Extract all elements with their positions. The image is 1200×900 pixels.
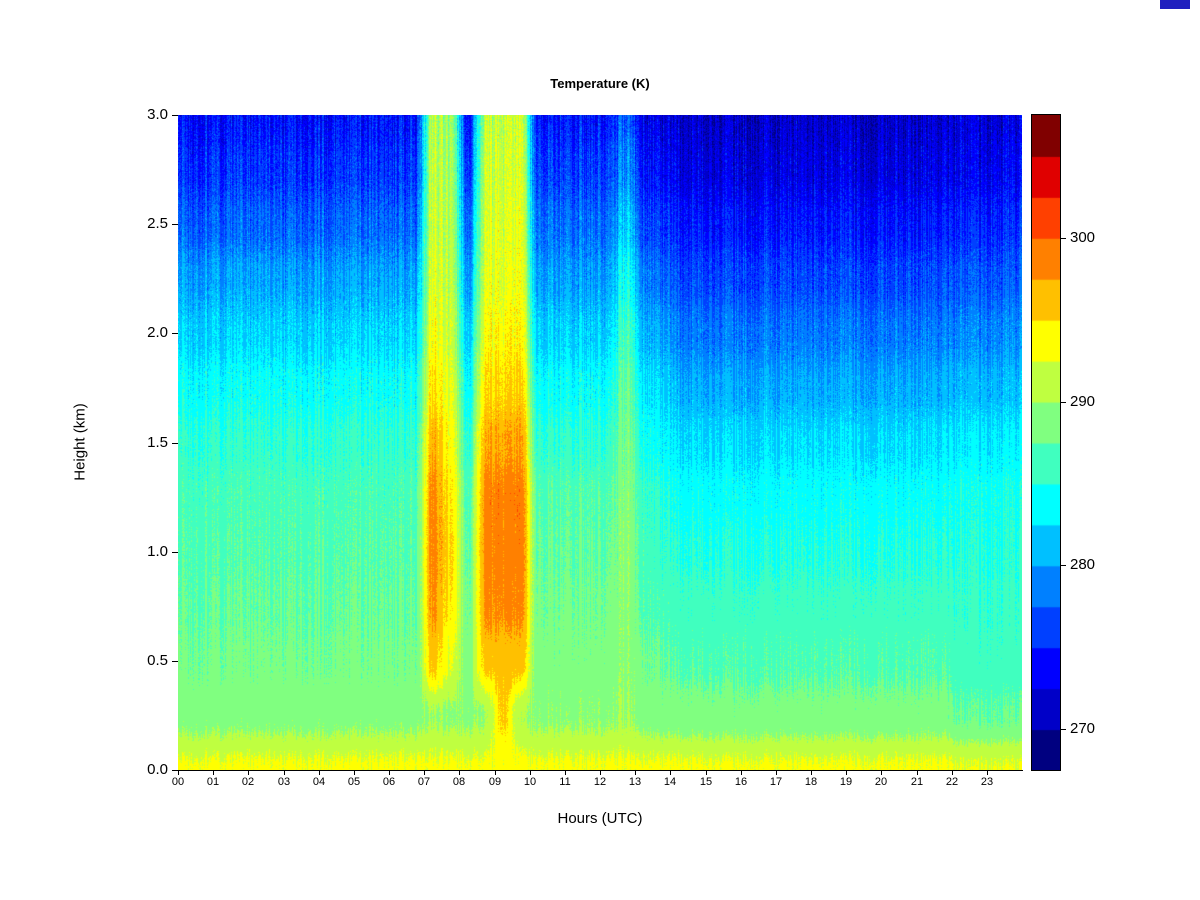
x-tick-mark [670,770,671,775]
x-tick-label: 17 [769,776,783,788]
x-tick-label: 14 [663,776,677,788]
y-tick-mark [172,443,178,444]
x-tick-label: 09 [488,776,502,788]
y-tick-mark [172,770,178,771]
x-tick-mark [213,770,214,775]
x-tick-mark [600,770,601,775]
y-tick-label: 3.0 [147,106,168,123]
x-tick-label: 16 [734,776,748,788]
x-tick-mark [811,770,812,775]
x-tick-label: 15 [699,776,713,788]
x-tick-mark [952,770,953,775]
colorbar-tick-mark [1061,729,1066,730]
x-tick-mark [424,770,425,775]
x-tick-label: 07 [417,776,431,788]
x-tick-mark [284,770,285,775]
x-tick-label: 18 [804,776,818,788]
y-axis-label: Height (km) [71,403,89,481]
x-tick-label: 06 [382,776,396,788]
heatmap-canvas [178,115,1022,770]
x-tick-label: 11 [559,776,571,788]
colorbar-tick-label: 280 [1070,556,1096,573]
y-tick-mark [172,115,178,116]
y-tick-mark [172,333,178,334]
x-tick-label: 23 [980,776,994,788]
x-tick-mark [635,770,636,775]
colorbar-tick-label: 300 [1070,229,1096,246]
colorbar [1031,114,1061,771]
x-tick-mark [459,770,460,775]
x-tick-label: 04 [312,776,326,788]
x-tick-mark [741,770,742,775]
x-tick-label: 19 [839,776,853,788]
x-tick-label: 22 [945,776,959,788]
window-artifact [1160,0,1190,9]
x-tick-label: 10 [523,776,537,788]
x-axis-label: Hours (UTC) [557,810,643,827]
x-tick-mark [881,770,882,775]
x-tick-mark [248,770,249,775]
y-tick-mark [172,552,178,553]
x-tick-mark [319,770,320,775]
x-tick-mark [987,770,988,775]
x-tick-mark [917,770,918,775]
x-tick-label: 12 [593,776,607,788]
colorbar-tick-label: 270 [1070,720,1096,737]
x-tick-label: 02 [241,776,255,788]
colorbar-tick-mark [1061,402,1066,403]
y-tick-label: 1.5 [147,434,168,451]
x-tick-mark [389,770,390,775]
y-tick-mark [172,224,178,225]
y-tick-label: 1.0 [147,543,168,560]
y-tick-label: 2.0 [147,324,168,341]
x-tick-mark [530,770,531,775]
x-tick-mark [706,770,707,775]
x-tick-mark [178,770,179,775]
x-tick-label: 00 [171,776,185,788]
y-tick-label: 0.5 [147,652,168,669]
x-tick-mark [846,770,847,775]
chart-title: Temperature (K) [550,76,650,91]
x-tick-mark [565,770,566,775]
y-tick-label: 0.0 [147,761,168,778]
x-tick-mark [776,770,777,775]
x-tick-mark [354,770,355,775]
x-tick-mark [495,770,496,775]
x-tick-label: 13 [628,776,642,788]
y-tick-label: 2.5 [147,215,168,232]
y-tick-mark [172,661,178,662]
colorbar-tick-mark [1061,565,1066,566]
x-tick-label: 08 [452,776,466,788]
x-tick-label: 05 [347,776,361,788]
x-tick-label: 01 [206,776,220,788]
colorbar-tick-mark [1061,238,1066,239]
x-tick-label: 21 [910,776,924,788]
x-tick-label: 20 [874,776,888,788]
colorbar-tick-label: 290 [1070,393,1096,410]
x-tick-label: 03 [277,776,291,788]
